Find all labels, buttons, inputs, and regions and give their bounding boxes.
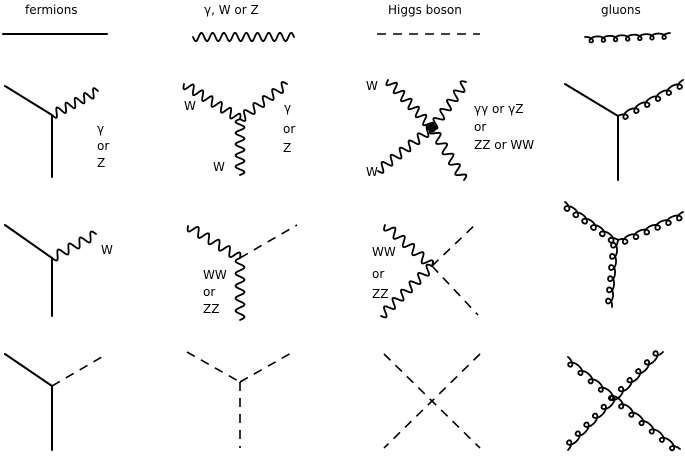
boson-wavy-line-bottom-left xyxy=(377,125,433,174)
higgs-dashed-line-top xyxy=(431,221,479,267)
label-gamma: γ xyxy=(97,122,104,136)
boson-wavy-line-top-left-path xyxy=(385,79,435,129)
boson-wavy-line-w-bottom xyxy=(234,118,246,176)
boson-wavy-line-bottom xyxy=(234,257,246,321)
boson-wavy-line-bottom-right-path xyxy=(428,127,468,181)
label-or: or xyxy=(203,285,215,299)
label-or: or xyxy=(97,139,109,153)
label-or: or xyxy=(283,122,295,136)
higgs-dashed-line-left xyxy=(186,351,241,383)
gluon-curly-line-right-path xyxy=(617,211,684,245)
vertex-quartic-gluon xyxy=(566,350,681,452)
boson-wavy-line-bottom-path xyxy=(380,263,433,319)
gluon-curly-line-bottom-path xyxy=(605,239,619,308)
legend-boson-wavy-line-path xyxy=(192,31,295,43)
gluon-curly-line-right xyxy=(617,211,684,245)
vertex-triple-gluon xyxy=(563,201,684,308)
vertex-higgs-four-boson xyxy=(377,79,468,181)
boson-wavy-line-top-path xyxy=(186,225,242,259)
vertex-triple-boson xyxy=(182,81,288,176)
label-zz: ZZ xyxy=(203,302,219,316)
label-z: Z xyxy=(283,141,291,155)
label-w-top: W xyxy=(366,79,378,93)
boson-wavy-line-top-left xyxy=(385,79,435,129)
fermion-lines xyxy=(4,85,53,178)
label-or: or xyxy=(372,267,384,281)
boson-wavy-line-top-right-path xyxy=(431,80,467,130)
quark-lines xyxy=(564,83,619,181)
label-zz: ZZ xyxy=(372,287,388,301)
boson-wavy-line-top-right xyxy=(431,80,467,130)
gluon-curly-line-b-path xyxy=(566,350,664,451)
gluon-curly-line-a-path xyxy=(567,356,681,452)
higgs-dashed-line xyxy=(51,353,108,387)
boson-wavy-line-top xyxy=(186,225,242,259)
boson-wavy-line-top-path xyxy=(383,224,434,267)
gluon-curly-line xyxy=(617,79,684,120)
legend-gluon-curly-line xyxy=(584,32,671,44)
header-gluons: gluons xyxy=(601,3,641,17)
label-final-states-2: ZZ or WW xyxy=(474,138,534,152)
label-w-bottom: W xyxy=(213,160,225,174)
label-w-bottom: W xyxy=(366,165,378,179)
header-higgs: Higgs boson xyxy=(388,3,462,17)
boson-wavy-line xyxy=(51,87,99,119)
label-w-left: W xyxy=(184,99,196,113)
boson-wavy-line-path xyxy=(51,230,97,262)
boson-wavy-line-bottom-left-path xyxy=(377,125,433,174)
label-w: W xyxy=(101,243,113,257)
gluon-curly-line-path xyxy=(617,79,684,120)
vertex-dot xyxy=(427,123,437,133)
gluon-curly-line-left-path xyxy=(563,201,619,244)
legend-boson-wavy-line xyxy=(192,31,295,43)
vertex-fermion-gamma-z xyxy=(4,85,99,178)
vertex-triple-higgs xyxy=(186,351,294,448)
higgs-dashed-line-bottom xyxy=(431,265,479,316)
label-final-states-or: or xyxy=(474,120,486,134)
label-gamma: γ xyxy=(284,101,291,115)
label-ww: WW xyxy=(372,245,396,259)
boson-wavy-line-top xyxy=(383,224,434,267)
boson-wavy-line xyxy=(51,230,97,262)
header-fermions: fermions xyxy=(25,3,78,17)
header-bosons: γ, W or Z xyxy=(204,3,259,17)
boson-wavy-line-bottom-path xyxy=(234,257,246,321)
vertex-higgs-ww-zz xyxy=(186,224,298,321)
fermion-lines xyxy=(4,224,53,317)
label-z: Z xyxy=(97,156,105,170)
higgs-dashed-line-right xyxy=(239,351,294,383)
boson-wavy-line-w-left xyxy=(182,83,242,120)
label-ww: WW xyxy=(203,268,227,282)
higgs-dashed-line xyxy=(239,224,298,259)
gluon-curly-line-left xyxy=(563,201,619,244)
boson-wavy-line-bottom-right xyxy=(428,127,468,181)
boson-wavy-line-path xyxy=(51,87,99,119)
higgs-dashed-line-b xyxy=(383,353,481,449)
legend-gluon-curly-line-path xyxy=(584,32,671,44)
boson-wavy-line-w-bottom-path xyxy=(234,118,246,176)
vertex-higgs-higgs-ww-zz xyxy=(380,221,479,319)
label-final-states-1: γγ or γZ xyxy=(474,102,523,116)
fermion-lines xyxy=(4,353,53,451)
vertex-quartic-higgs xyxy=(383,353,481,449)
boson-wavy-line-gamma-z xyxy=(239,81,288,122)
gluon-curly-line-bottom xyxy=(605,239,619,308)
boson-wavy-line-w-left-path xyxy=(182,83,242,120)
boson-wavy-line-bottom xyxy=(380,263,433,319)
gluon-curly-line-b xyxy=(566,350,664,451)
gluon-curly-line-a xyxy=(567,356,681,452)
vertex-fermion-higgs xyxy=(4,353,108,451)
vertex-quark-gluon xyxy=(564,79,684,181)
boson-wavy-line-gamma-z-path xyxy=(239,81,288,122)
vertex-fermion-w xyxy=(4,224,97,317)
